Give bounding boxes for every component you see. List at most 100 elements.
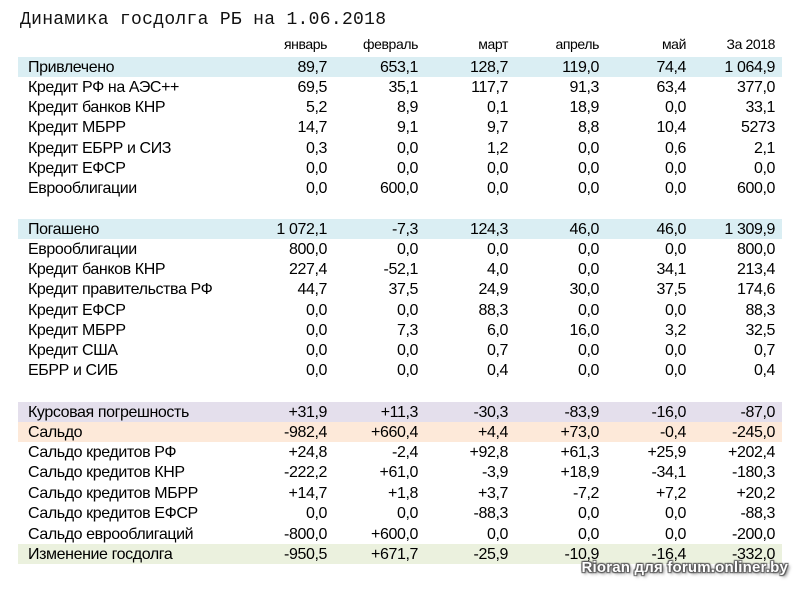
row-value: -34,1 xyxy=(651,464,687,481)
table-row: Кредит правительства РФ 44,7 37,5 24,9 30,0 3… xyxy=(18,279,782,299)
row-value: 1,2 xyxy=(486,140,508,157)
row-value: -88,3 xyxy=(473,505,509,522)
row-value: 33,1 xyxy=(745,99,775,116)
row-value: 0,0 xyxy=(577,302,599,319)
row-value: 0,0 xyxy=(664,362,686,379)
row-label: Кредит ЕФСР xyxy=(28,302,126,319)
row-value: 5,2 xyxy=(305,99,327,116)
row-value: 9,1 xyxy=(396,119,418,136)
row-value: 0,0 xyxy=(664,241,686,258)
row-label: Кредит РФ на АЭС++ xyxy=(28,79,179,96)
row-label: Сальдо кредитов ЕФСР xyxy=(28,505,198,522)
row-value: -10,9 xyxy=(564,546,600,563)
row-label: Кредит ЕФСР xyxy=(28,160,126,177)
row-value: 2,1 xyxy=(753,140,775,157)
row-value: 0,0 xyxy=(305,322,327,339)
row-value: 0,0 xyxy=(305,302,327,319)
table-row: Изменение госдолга -950,5 +671,7 -25,9 -10,9… xyxy=(18,544,782,564)
row-label: Сальдо кредитов КНР xyxy=(28,464,185,481)
table-row: Кредит ЕФСР 0,0 0,0 0,0 0,0 0,0 0,0 xyxy=(18,158,782,178)
row-value: 117,7 xyxy=(471,79,508,96)
row-label: Сальдо кредитов РФ xyxy=(28,444,177,461)
row-value: -180,3 xyxy=(732,464,775,481)
table-row: Сальдо кредитов КНР -222,2 +61,0 -3,9 +18,9 -… xyxy=(18,462,782,482)
row-value: +92,8 xyxy=(469,444,509,461)
row-value: 4,0 xyxy=(486,261,508,278)
row-value: 0,0 xyxy=(753,160,775,177)
table-row: Кредит банков КНР 227,4 -52,1 4,0 0,0 34,1 213… xyxy=(18,259,782,279)
row-value: -30,3 xyxy=(473,404,509,421)
row-value: +3,7 xyxy=(478,485,508,502)
row-label: Кредит МБРР xyxy=(28,119,126,136)
row-value: 800,0 xyxy=(736,241,775,258)
table-row: Еврооблигации 800,0 0,0 0,0 0,0 0,0 800,0 xyxy=(18,239,782,259)
row-value: +61,3 xyxy=(560,444,600,461)
row-value: -982,4 xyxy=(284,424,327,441)
row-value: 0,4 xyxy=(486,362,508,379)
row-value: 0,0 xyxy=(305,180,327,197)
column-header-january: январь xyxy=(283,36,327,52)
row-value: +61,0 xyxy=(379,464,419,481)
row-value: 0,0 xyxy=(664,180,686,197)
row-value: -7,3 xyxy=(392,221,418,238)
row-value: 63,4 xyxy=(656,79,686,96)
row-label: Курсовая погрешность xyxy=(28,404,189,421)
table-row: Погашено 1 072,1 -7,3 124,3 46,0 46,0 1 309,9 xyxy=(18,219,782,239)
row-value: +202,4 xyxy=(728,444,775,461)
row-value: +7,2 xyxy=(656,485,686,502)
row-value: 0,0 xyxy=(396,362,418,379)
row-value: 124,3 xyxy=(469,221,508,238)
row-value: 0,3 xyxy=(305,140,327,157)
row-value: 46,0 xyxy=(656,221,686,238)
row-value: 35,1 xyxy=(388,79,418,96)
row-value: -88,3 xyxy=(740,505,776,522)
row-value: +73,0 xyxy=(560,424,600,441)
row-label: Погашено xyxy=(28,221,100,238)
row-value: 0,7 xyxy=(486,342,508,359)
row-value: +25,9 xyxy=(647,444,687,461)
row-value: 227,4 xyxy=(288,261,327,278)
row-label: Еврооблигации xyxy=(28,180,137,197)
row-value: 24,9 xyxy=(478,281,508,298)
row-value: -7,2 xyxy=(573,485,599,502)
watermark: Rioran для forum.onliner.by xyxy=(581,559,788,576)
table-row: Сальдо кредитов РФ +24,8 -2,4 +92,8 +61,3 +25… xyxy=(18,442,782,462)
row-value: 5273 xyxy=(741,119,775,136)
row-value: 0,0 xyxy=(486,241,508,258)
row-value: 0,0 xyxy=(396,302,418,319)
row-value: -222,2 xyxy=(284,464,327,481)
row-value: 46,0 xyxy=(569,221,599,238)
row-value: +4,4 xyxy=(478,424,508,441)
row-value: 0,0 xyxy=(664,342,686,359)
table-row: Кредит банков КНР 5,2 8,9 0,1 18,9 0,0 33,1 xyxy=(18,97,782,117)
row-value: 3,2 xyxy=(664,322,686,339)
row-value: 74,4 xyxy=(656,59,686,76)
row-value: 0,0 xyxy=(577,342,599,359)
row-label: Кредит ЕБРР и СИЗ xyxy=(28,140,172,157)
row-value: 0,0 xyxy=(664,302,686,319)
table-row: Курсовая погрешность +31,9 +11,3 -30,3 -83,9… xyxy=(18,402,782,422)
row-value: 0,1 xyxy=(486,99,508,116)
row-value: -87,0 xyxy=(740,404,776,421)
row-value: 800,0 xyxy=(288,241,327,258)
column-header-total-2018: За 2018 xyxy=(726,36,776,52)
row-value: -800,0 xyxy=(284,526,327,543)
row-value: 6,0 xyxy=(486,322,508,339)
row-value: -332,0 xyxy=(732,546,775,563)
row-value: -16,4 xyxy=(651,546,687,563)
row-label: Кредит банков КНР xyxy=(28,261,166,278)
row-label: ЕБРР и СИБ xyxy=(28,362,118,379)
row-value: 0,0 xyxy=(486,160,508,177)
table-header: январь февраль март апрель май За 2018 xyxy=(18,35,782,55)
row-value: 88,3 xyxy=(478,302,508,319)
row-value: 1 064,9 xyxy=(724,59,775,76)
row-value: 0,0 xyxy=(577,505,599,522)
row-value: 8,9 xyxy=(396,99,418,116)
table-row: Кредит МБРР 0,0 7,3 6,0 16,0 3,2 32,5 xyxy=(18,320,782,340)
column-header-april: апрель xyxy=(555,36,599,52)
column-header-march: март xyxy=(478,36,508,52)
row-value: 213,4 xyxy=(736,261,775,278)
table-row: Сальдо кредитов ЕФСР 0,0 0,0 -88,3 0,0 0,0 -88… xyxy=(18,503,782,523)
row-value: -200,0 xyxy=(732,526,775,543)
table-row: Еврооблигации 0,0 600,0 0,0 0,0 0,0 600,0 xyxy=(18,178,782,198)
